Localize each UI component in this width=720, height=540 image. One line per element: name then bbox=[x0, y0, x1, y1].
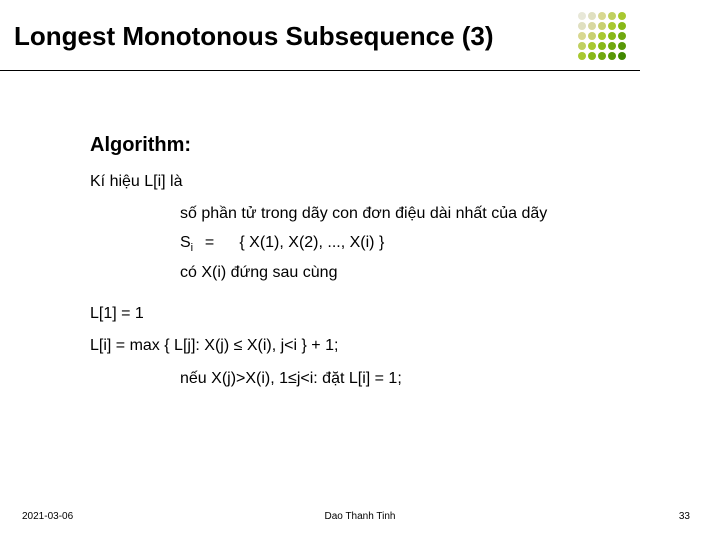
decorative-dot-grid bbox=[578, 12, 626, 60]
dot-icon bbox=[588, 12, 596, 20]
dot-icon bbox=[598, 42, 606, 50]
page-title: Longest Monotonous Subsequence (3) bbox=[14, 21, 568, 52]
content-area: Algorithm: Kí hiệu L[i] là số phần tử tr… bbox=[0, 71, 720, 390]
dot-icon bbox=[608, 12, 616, 20]
dot-icon bbox=[588, 22, 596, 30]
si-equals: = bbox=[198, 232, 222, 254]
footer-author: Dao Thanh Tinh bbox=[325, 511, 396, 522]
dot-icon bbox=[618, 22, 626, 30]
dot-icon bbox=[618, 12, 626, 20]
dot-icon bbox=[608, 52, 616, 60]
dot-icon bbox=[588, 32, 596, 40]
text-line-1: Kí hiệu L[i] là bbox=[90, 171, 720, 193]
dot-icon bbox=[598, 22, 606, 30]
dot-icon bbox=[578, 32, 586, 40]
dot-icon bbox=[598, 52, 606, 60]
footer: 2021-03-06 Dao Thanh Tinh 33 bbox=[0, 511, 720, 522]
dot-icon bbox=[608, 42, 616, 50]
dot-icon bbox=[578, 42, 586, 50]
si-set: { X(1), X(2), ..., X(i) } bbox=[239, 234, 384, 251]
dot-icon bbox=[618, 32, 626, 40]
footer-date: 2021-03-06 bbox=[22, 511, 73, 522]
dot-icon bbox=[608, 32, 616, 40]
text-line-l1: L[1] = 1 bbox=[90, 303, 720, 325]
dot-icon bbox=[618, 52, 626, 60]
dot-icon bbox=[578, 12, 586, 20]
dot-icon bbox=[578, 22, 586, 30]
footer-page-number: 33 bbox=[679, 511, 690, 522]
si-subscript: i bbox=[191, 242, 193, 254]
dot-icon bbox=[598, 12, 606, 20]
text-line-neu: nếu X(j)>X(i), 1≤j<i: đặt L[i] = 1; bbox=[90, 368, 720, 390]
text-line-li: L[i] = max { L[j]: X(j) ≤ X(i), j<i } + … bbox=[90, 335, 720, 357]
si-symbol: S bbox=[180, 234, 191, 251]
dot-icon bbox=[588, 52, 596, 60]
algorithm-heading: Algorithm: bbox=[90, 131, 720, 159]
dot-icon bbox=[618, 42, 626, 50]
dot-icon bbox=[578, 52, 586, 60]
text-line-si: Si = { X(1), X(2), ..., X(i) } bbox=[90, 232, 720, 257]
title-bar: Longest Monotonous Subsequence (3) bbox=[0, 0, 640, 71]
text-line-co: có X(i) đứng sau cùng bbox=[90, 262, 720, 284]
dot-icon bbox=[588, 42, 596, 50]
dot-icon bbox=[608, 22, 616, 30]
text-line-2: số phần tử trong dãy con đơn điệu dài nh… bbox=[90, 203, 720, 225]
dot-icon bbox=[598, 32, 606, 40]
